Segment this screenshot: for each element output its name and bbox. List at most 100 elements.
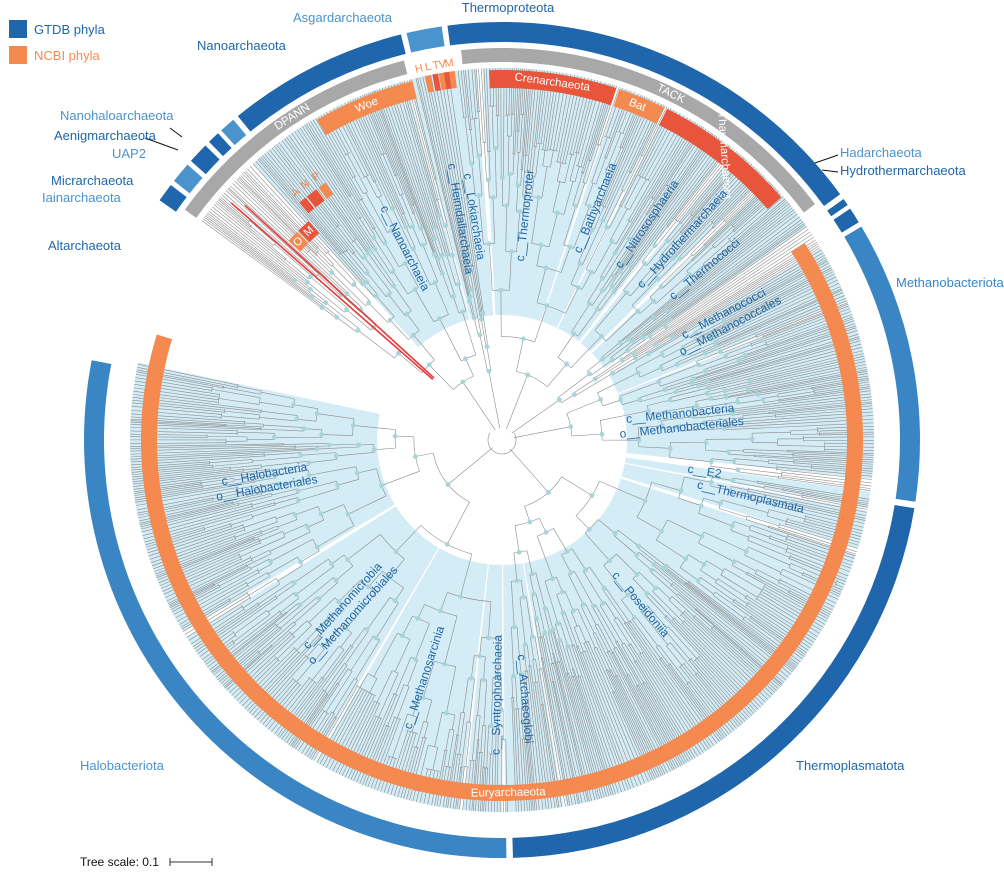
tree-node	[652, 243, 658, 249]
tree-node	[364, 279, 370, 285]
tree-branch	[230, 517, 253, 526]
asgard-ncbi-label: H	[414, 62, 424, 75]
tree-branch	[337, 226, 363, 260]
tree-node	[444, 541, 450, 547]
tree-branch	[325, 302, 360, 330]
tree-branch	[511, 676, 513, 698]
tree-arc	[357, 216, 362, 220]
tree-leaf	[720, 198, 786, 254]
tree-node	[591, 603, 596, 609]
tree-branch	[604, 587, 630, 622]
tree-node	[663, 324, 668, 329]
tree-node	[568, 570, 574, 576]
tree-branch	[535, 572, 546, 609]
tree-arc	[245, 581, 249, 587]
tree-node	[444, 252, 450, 258]
tree-branch	[665, 567, 686, 584]
tree-arc	[745, 601, 750, 607]
tree-node	[366, 245, 372, 251]
tree-node	[518, 671, 524, 676]
tree-branch	[546, 607, 554, 630]
tree-node	[698, 503, 704, 509]
tree-leaf	[665, 228, 809, 328]
tree-node	[667, 445, 673, 451]
tree-node	[547, 630, 553, 635]
tree-leaf	[291, 694, 328, 748]
tree-branch	[407, 659, 418, 687]
tree-arc	[432, 453, 470, 503]
tree-branch	[602, 399, 621, 407]
tree-arc	[444, 765, 452, 768]
tree-arc	[317, 633, 322, 638]
tree-arc	[212, 497, 214, 501]
tree-node	[314, 446, 320, 452]
tree-node	[318, 511, 324, 517]
tree-node	[701, 561, 707, 567]
tree-node	[305, 524, 311, 530]
gtdb-phylum-label-aenigmarchaeota: Aenigmarchaeota	[54, 128, 157, 143]
tree-branch	[597, 372, 639, 394]
tree-branch	[473, 118, 478, 156]
tree-branch	[249, 220, 276, 244]
tree-branch	[297, 480, 337, 492]
tree-node	[516, 549, 522, 555]
tree-arc	[260, 490, 262, 495]
gtdb-ring-hadarchaeota	[827, 199, 848, 217]
tree-branch	[700, 569, 717, 581]
tree-branch	[357, 468, 377, 474]
tree-node	[730, 407, 736, 413]
tree-node	[550, 627, 556, 632]
tree-branch	[486, 346, 492, 371]
tree-branch	[526, 644, 531, 666]
tree-branch	[311, 645, 340, 681]
tree-branch	[254, 477, 277, 482]
tree-branch	[629, 179, 647, 210]
tree-node	[646, 351, 651, 357]
tree-branch	[655, 258, 674, 278]
tree-node	[726, 449, 732, 454]
tree-branch	[471, 655, 475, 679]
tree-branch	[516, 185, 519, 212]
tree-leaf	[652, 564, 789, 678]
tree-branch	[277, 625, 312, 660]
tree-leaf	[779, 579, 835, 608]
tree-arc	[667, 663, 671, 666]
tree-branch	[710, 485, 731, 491]
tree-branch	[464, 117, 471, 164]
tree-leaf	[617, 128, 707, 265]
tree-node	[564, 549, 570, 555]
tree-branch	[732, 481, 765, 489]
tree-branch	[532, 659, 537, 683]
tree-branch	[692, 244, 705, 256]
tree-node	[695, 578, 701, 583]
tree-branch	[656, 539, 686, 560]
tree-arc	[203, 526, 206, 531]
tree-arc	[601, 205, 607, 208]
tree-arc	[735, 308, 738, 312]
tree-branch	[587, 278, 603, 303]
tree-arc	[723, 219, 727, 223]
tree-node	[271, 434, 277, 440]
tree-arc	[260, 530, 263, 535]
tree-arc	[755, 334, 758, 339]
tree-branch	[529, 574, 535, 594]
tree-node	[730, 411, 736, 417]
tree-leaf	[208, 210, 311, 291]
tree-arc	[217, 393, 221, 404]
tree-node	[634, 552, 640, 558]
tree-branch	[733, 463, 777, 469]
tree-leaf	[256, 678, 294, 721]
tree-arc	[627, 219, 632, 223]
tree-arc	[403, 684, 410, 687]
gtdb-phylum-label-halobacteriota: Halobacteriota	[80, 758, 165, 773]
tree-branch	[638, 552, 654, 565]
tree-branch	[750, 524, 787, 538]
tree-arc	[774, 501, 777, 508]
tree-node	[598, 397, 603, 402]
tree-leaf	[409, 737, 426, 801]
tree-branch	[672, 596, 695, 617]
tree-arc	[333, 716, 338, 719]
tree-branch	[768, 509, 805, 520]
tree-node	[477, 332, 483, 338]
tree-branch	[752, 431, 791, 434]
